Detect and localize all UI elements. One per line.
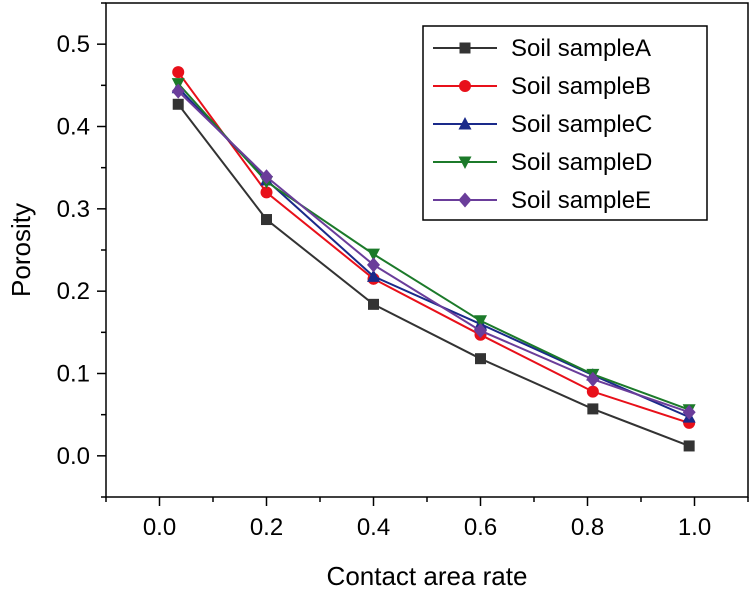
y-tick-label: 0.1 (57, 361, 90, 388)
data-point (474, 315, 487, 328)
legend-marker (458, 117, 472, 130)
y-tick-label: 0.0 (57, 443, 90, 470)
x-tick-label: 0.0 (143, 514, 176, 541)
legend-marker (458, 156, 472, 169)
y-tick-label: 0.2 (57, 278, 90, 305)
legend-item: Soil sampleA (433, 35, 651, 62)
x-tick-label: 0.8 (571, 514, 604, 541)
series-soil-samplea (172, 98, 695, 452)
data-point (587, 403, 599, 415)
data-point (260, 169, 273, 185)
legend-label: Soil sampleC (511, 111, 652, 138)
data-point (475, 353, 486, 365)
data-point (367, 248, 380, 262)
data-point (683, 440, 695, 452)
series-soil-samplee (171, 83, 696, 420)
data-point (367, 257, 380, 273)
data-point (367, 269, 380, 282)
legend-item: Soil sampleB (433, 73, 651, 100)
data-point (368, 298, 379, 310)
legend-label: Soil sampleD (511, 149, 652, 176)
series-line (177, 103, 690, 447)
legend-item: Soil sampleC (433, 111, 652, 138)
legend-marker (459, 80, 471, 92)
data-point (171, 83, 185, 99)
y-tick-label: 0.4 (57, 114, 90, 141)
x-tick-label: 0.2 (250, 514, 283, 541)
legend-label: Soil sampleE (511, 187, 651, 214)
data-point (172, 98, 184, 110)
series-line (177, 90, 690, 414)
legend: Soil sampleA Soil sampleB Soil sampleC Soil… (422, 25, 708, 221)
data-point (586, 385, 599, 398)
data-point (474, 323, 487, 339)
x-tick-label: 0.4 (357, 514, 390, 541)
legend-label: Soil sampleA (511, 35, 651, 62)
legend-label: Soil sampleB (511, 73, 651, 100)
data-point (260, 186, 273, 199)
legend-item: Soil sampleD (433, 149, 652, 176)
series-line (177, 83, 690, 411)
y-tick-label: 0.3 (57, 196, 90, 223)
series-line (177, 71, 690, 424)
data-point (172, 66, 185, 79)
legend-item: Soil sampleE (433, 187, 651, 214)
y-tick-label: 0.5 (57, 31, 90, 58)
data-point (586, 371, 600, 387)
x-tick-label: 0.6 (464, 514, 497, 541)
y-axis-title: Porosity (6, 203, 36, 297)
data-point (682, 404, 696, 420)
x-tick-label: 1.0 (678, 514, 711, 541)
legend-marker (458, 192, 472, 208)
x-axis-title: Contact area rate (327, 561, 528, 591)
data-point (261, 214, 272, 226)
legend-marker (459, 42, 471, 54)
